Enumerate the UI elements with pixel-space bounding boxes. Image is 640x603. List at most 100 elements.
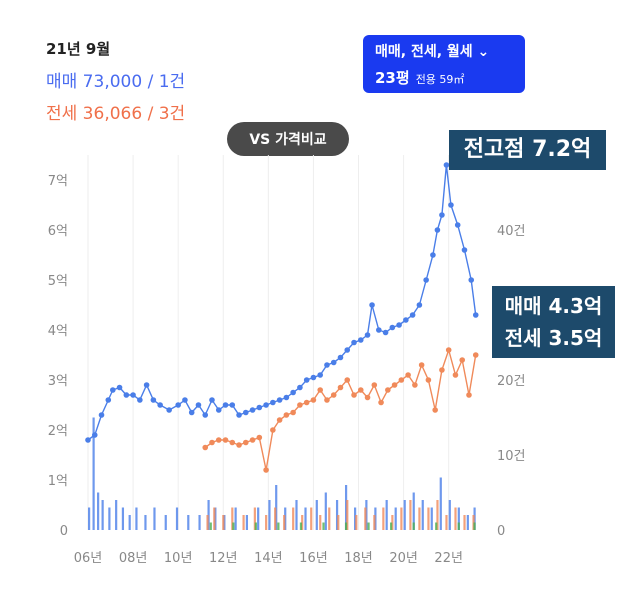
jeonse-price-point	[357, 387, 364, 393]
jeonse-price-point	[364, 394, 371, 401]
jeonse-volume-bar	[206, 515, 209, 530]
monthly-volume-bar	[344, 522, 348, 530]
filter-dropdown[interactable]: 매매, 전세, 월세 ⌄ 23평 전용 59㎡	[363, 35, 525, 93]
trade-price-point	[351, 339, 357, 346]
jeonse-volume-bar	[409, 500, 412, 530]
jeonse-price-point	[439, 367, 445, 373]
jeonse-price-point	[317, 387, 323, 393]
trade-price-point	[290, 389, 296, 396]
trade-volume-bar	[128, 515, 131, 530]
trade-volume-bar	[344, 485, 348, 530]
trade-price-point	[283, 394, 290, 401]
trade-price-point	[270, 399, 276, 406]
trade-volume-bar	[385, 500, 388, 530]
monthly-volume-bar	[254, 522, 257, 530]
jeonse-volume-bar	[418, 507, 421, 530]
trade-volume-bar	[175, 507, 179, 530]
trade-price-point	[182, 397, 188, 403]
latest-jeonse-label: 전세 3.5억	[504, 326, 603, 350]
y-left-tick-label: 4억	[48, 324, 68, 339]
jeonse-summary: 전세 36,066 / 3건	[46, 104, 186, 124]
trade-price-point	[389, 324, 396, 331]
jeonse-volume-bar	[373, 515, 376, 530]
period-label: 21년 9월	[46, 40, 111, 58]
jeonse-price-point	[472, 352, 479, 358]
vs-compare-button[interactable]: VS 가격비교	[227, 122, 349, 156]
jeonse-price-point	[270, 427, 276, 433]
trade-price-point	[310, 374, 317, 381]
trade-volume-bar	[412, 492, 415, 530]
jeonse-price-point	[303, 399, 310, 406]
filter-size: 23평	[375, 69, 410, 87]
trade-price-point	[215, 407, 222, 413]
monthly-volume-bar	[457, 522, 460, 530]
jeonse-volume-bar	[213, 507, 216, 530]
trade-price-point	[150, 397, 157, 403]
trade-price-point	[195, 402, 202, 408]
trade-volume-bar	[304, 507, 307, 530]
jeonse-price-point	[256, 434, 263, 441]
jeonse-price-point	[209, 439, 215, 446]
trade-volume-bar	[403, 500, 406, 530]
peak-callout: 전고점 7.2억	[449, 130, 606, 170]
jeonse-volume-bar	[400, 507, 403, 530]
x-tick-label: 22년	[434, 551, 463, 566]
jeonse-price-point	[202, 444, 209, 451]
monthly-volume-bar	[299, 522, 303, 530]
trade-price-point	[396, 322, 402, 328]
jeonse-volume-bar	[231, 507, 234, 530]
trade-volume-bar	[324, 492, 327, 530]
trade-price-point	[317, 372, 323, 378]
jeonse-volume-bar	[391, 515, 394, 530]
trade-price-point	[222, 402, 229, 408]
jeonse-price-point	[432, 407, 438, 413]
jeonse-price-point	[385, 387, 391, 393]
trade-price-point	[448, 202, 454, 208]
trade-volume-bar	[97, 492, 100, 530]
trade-volume-bar	[295, 500, 298, 530]
trade-price-point	[109, 387, 116, 393]
trade-price-point	[472, 312, 479, 318]
trade-price-point	[443, 162, 450, 168]
trade-price-point	[130, 392, 136, 398]
filter-area: 전용 59㎡	[415, 73, 465, 86]
trade-volume-bar	[394, 507, 397, 530]
jeonse-price-point	[378, 399, 384, 406]
jeonse-volume-bar	[436, 500, 439, 530]
jeonse-volume-bar	[355, 515, 358, 530]
jeonse-volume-bar	[292, 507, 295, 530]
trade-volume-bar	[153, 507, 156, 530]
jeonse-volume-bar	[310, 507, 313, 530]
trade-volume-bar	[257, 507, 260, 530]
monthly-volume-bar	[390, 522, 393, 530]
trade-volume-bar	[187, 515, 190, 530]
jeonse-volume-bar	[445, 515, 448, 530]
jeonse-price-point	[412, 382, 418, 388]
jeonse-price-point	[445, 347, 452, 353]
jeonse-price-point	[263, 467, 269, 473]
trade-price-point	[229, 402, 236, 408]
latest-callout: 매매 4.3억 전세 3.5억	[492, 286, 615, 358]
trade-price-point	[364, 332, 371, 338]
jeonse-price-point	[452, 372, 459, 378]
jeonse-volume-bar	[364, 507, 367, 530]
trade-volume-bar	[335, 500, 339, 530]
monthly-volume-bar	[367, 522, 370, 530]
monthly-volume-bar	[277, 522, 280, 530]
trade-price-point	[423, 277, 429, 283]
x-tick-label: 10년	[164, 551, 193, 566]
monthly-volume-bar	[435, 522, 438, 530]
trade-price-point	[157, 402, 163, 408]
trade-price-point	[91, 432, 98, 438]
trade-price-point	[85, 437, 91, 443]
x-tick-label: 08년	[119, 551, 148, 566]
y-left-tick-label: 5억	[48, 274, 68, 289]
trade-volume-bar	[234, 507, 237, 530]
trade-price-point	[324, 362, 330, 368]
trade-price-point	[123, 392, 130, 398]
jeonse-volume-bar	[253, 507, 256, 530]
latest-trade-label: 매매 4.3억	[504, 294, 603, 318]
trade-price-point	[409, 312, 416, 318]
trade-price-point	[376, 327, 382, 333]
jeonse-volume-bar	[346, 500, 349, 530]
